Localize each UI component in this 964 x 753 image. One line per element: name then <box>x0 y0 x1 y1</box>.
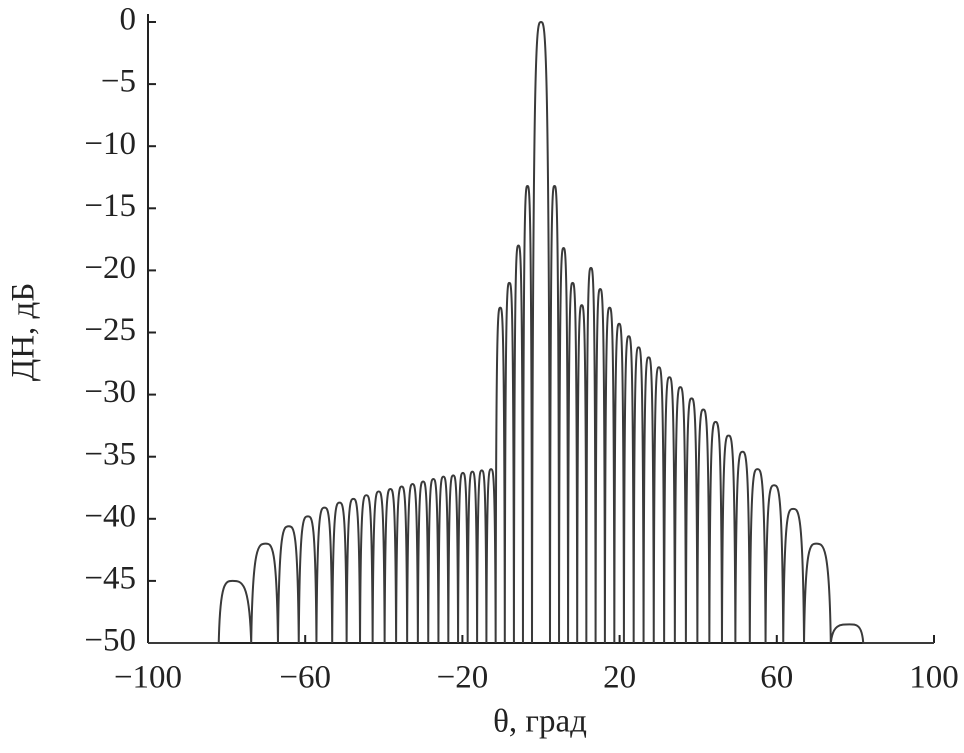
x-axis-label: θ, град <box>493 704 587 740</box>
x-tick-label: 100 <box>909 660 959 696</box>
x-tick-label: 60 <box>760 660 793 696</box>
x-tick-label: 20 <box>603 660 636 696</box>
y-tick-label: −25 <box>84 312 136 348</box>
y-tick-label: −10 <box>84 126 136 162</box>
x-tick-label: −100 <box>114 660 182 696</box>
x-tick-label: −20 <box>437 660 489 696</box>
y-tick-label: −20 <box>84 250 136 286</box>
y-tick-label: −40 <box>84 498 136 534</box>
y-tick-label: 0 <box>120 2 137 38</box>
pattern-line <box>148 20 934 644</box>
y-tick-label: −30 <box>84 374 136 410</box>
y-tick-label: −5 <box>101 64 136 100</box>
y-tick-label: −35 <box>84 436 136 472</box>
y-tick-label: −45 <box>84 560 136 596</box>
y-tick-label: −15 <box>84 188 136 224</box>
y-axis-label: ДН, дБ <box>6 283 42 382</box>
x-tick-label: −60 <box>279 660 331 696</box>
y-tick-label: −50 <box>84 623 136 659</box>
